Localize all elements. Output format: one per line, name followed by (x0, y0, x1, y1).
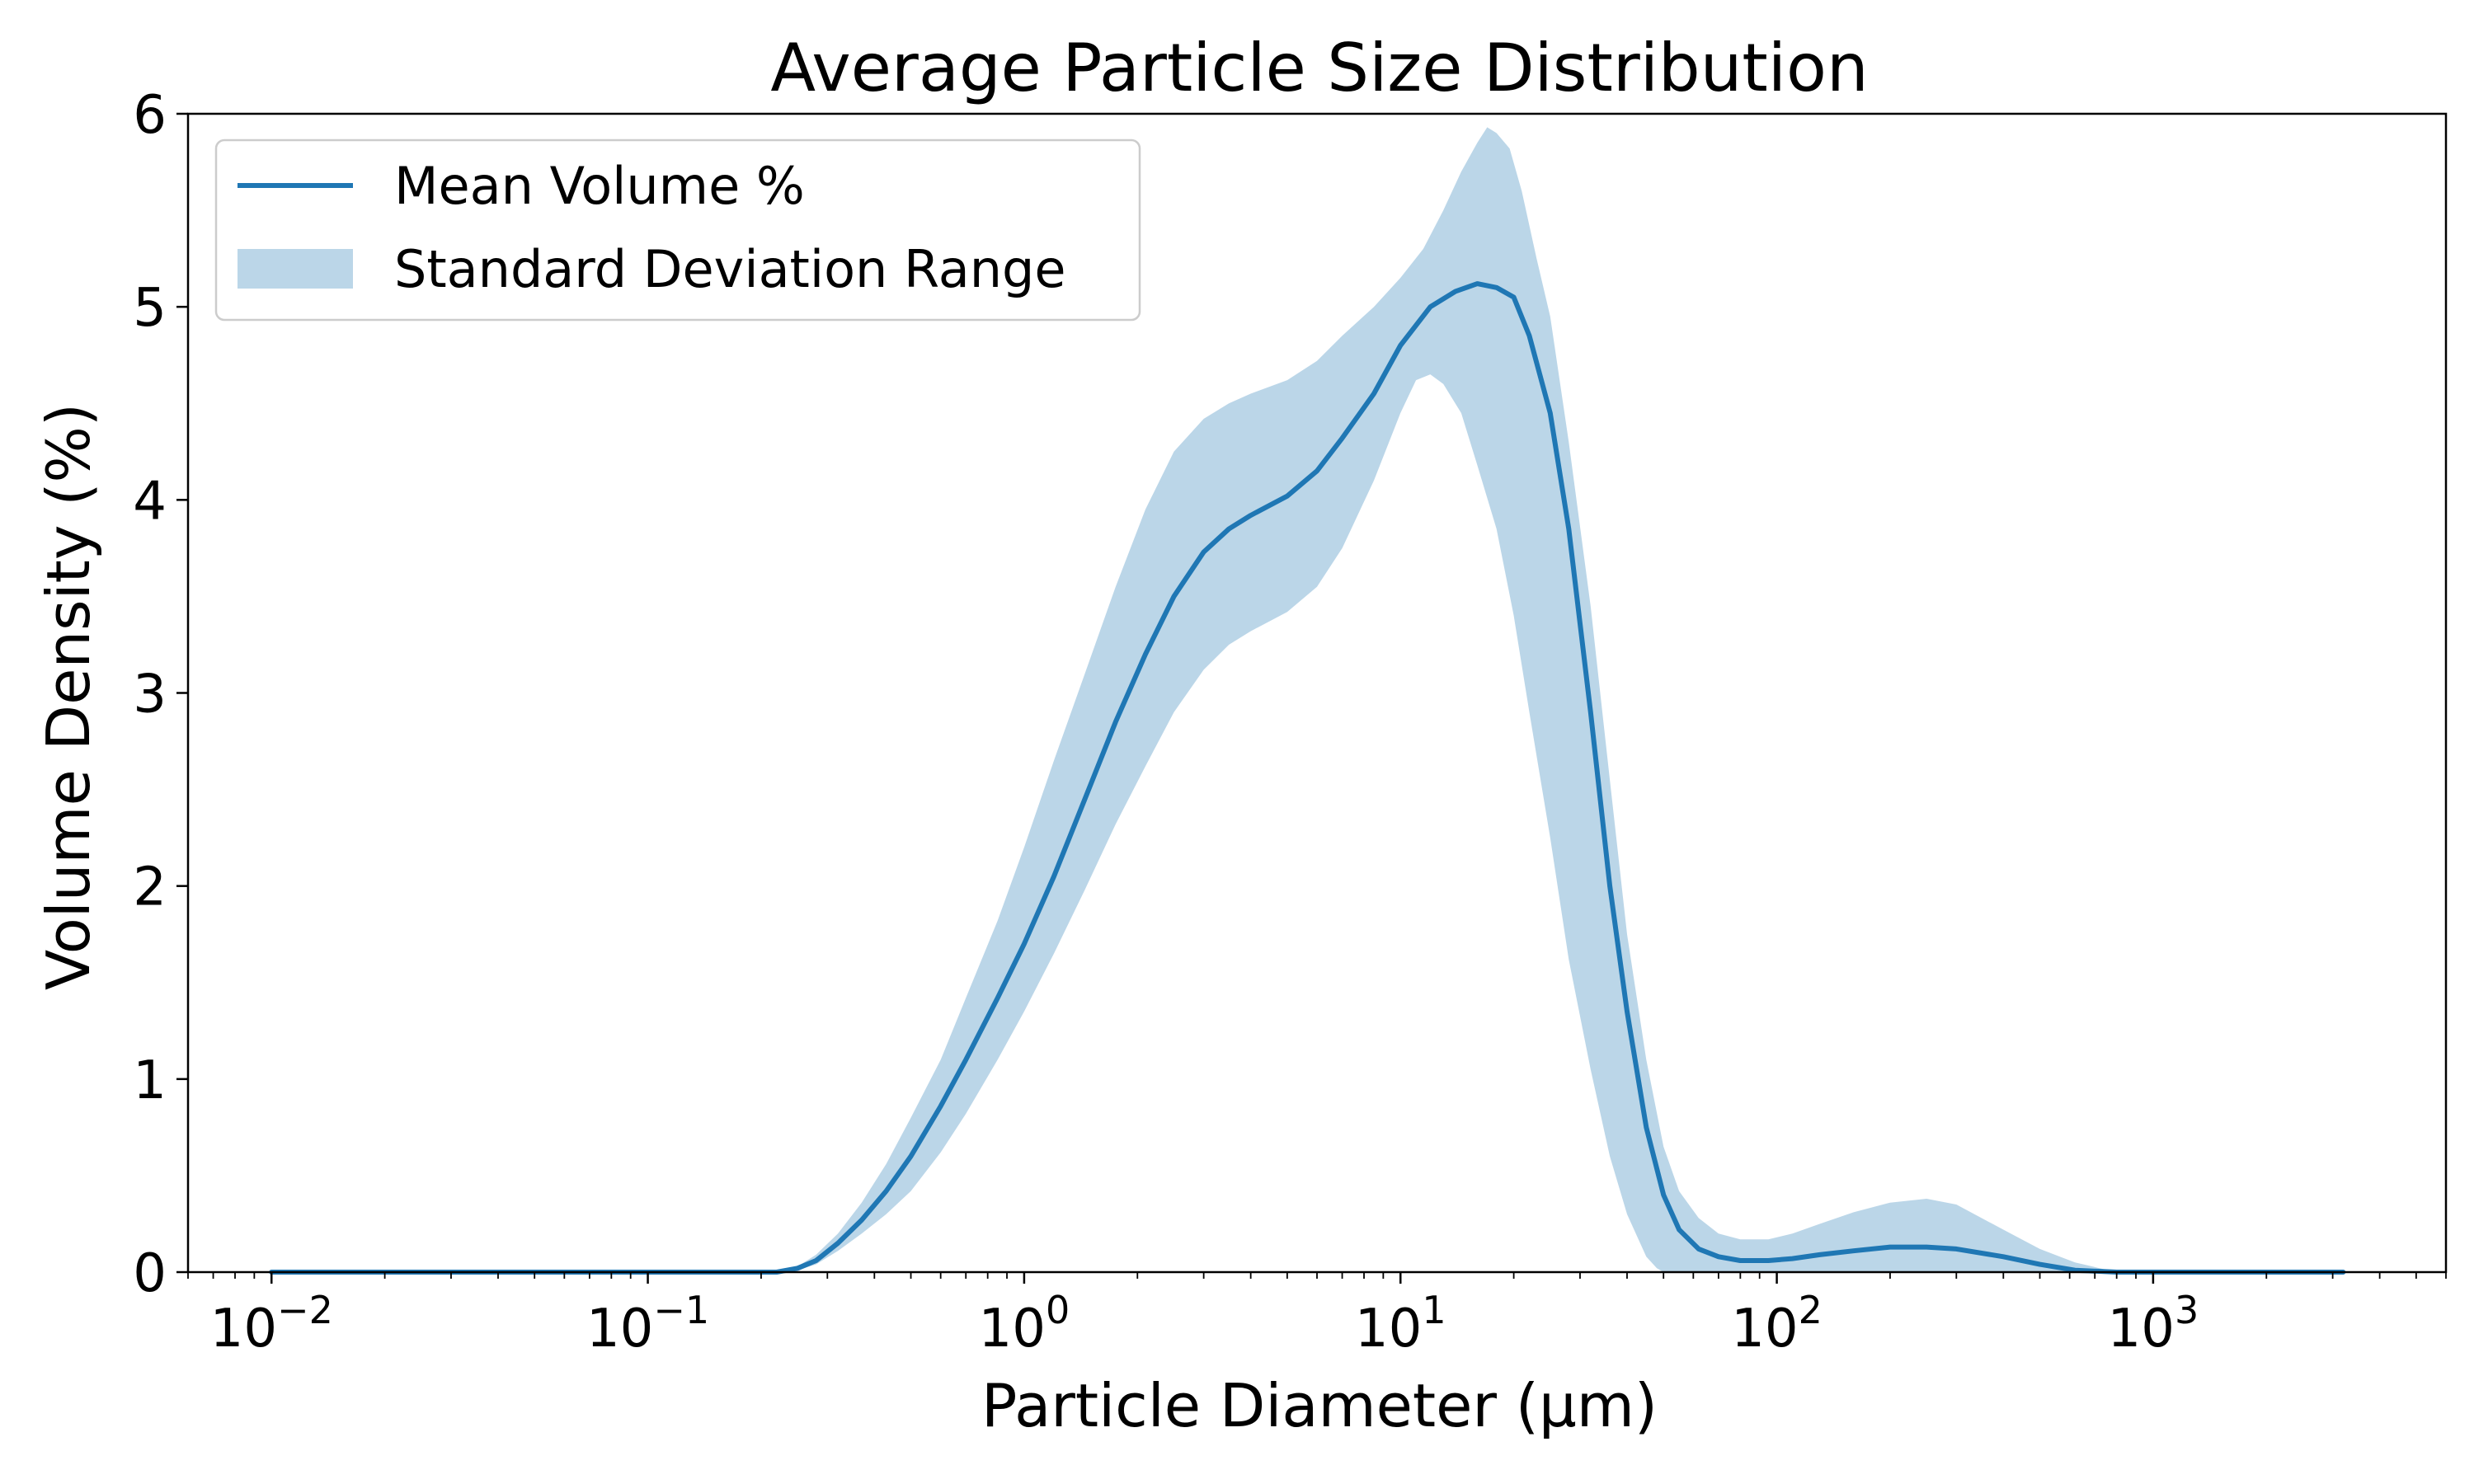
legend-box (214, 139, 1141, 322)
x-tick-label-base: 10 (586, 1298, 653, 1360)
plot-area (269, 127, 2346, 1275)
x-tick-label: 101 (1355, 1288, 1446, 1360)
x-axis-label: Particle Diameter (µm) (981, 1371, 1658, 1440)
legend: Mean Volume % Standard Deviation Range (214, 139, 1141, 322)
x-tick-label-base: 10 (210, 1298, 277, 1360)
y-tick-label: 0 (133, 1243, 167, 1304)
x-tick-label-exponent: 1 (1422, 1288, 1446, 1332)
legend-label-sd: Standard Deviation Range (394, 239, 1066, 299)
y-tick-label: 4 (133, 471, 167, 532)
x-tick-label-exponent: 3 (2175, 1288, 2199, 1332)
x-tick-label: 102 (1731, 1288, 1823, 1360)
x-tick-label: 100 (979, 1288, 1070, 1360)
x-tick-label-exponent: −1 (653, 1288, 709, 1332)
y-tick-label: 5 (133, 278, 167, 339)
y-axis-label: Volume Density (%) (34, 403, 103, 990)
chart-title: Average Particle Size Distribution (770, 30, 1868, 106)
x-tick-label-exponent: −2 (277, 1288, 333, 1332)
x-tick-label-base: 10 (979, 1298, 1046, 1360)
x-tick-label-exponent: 2 (1799, 1288, 1823, 1332)
x-tick-label: 10−2 (210, 1288, 333, 1360)
x-tick-label-exponent: 0 (1046, 1288, 1070, 1332)
x-tick-label: 103 (2108, 1288, 2199, 1360)
x-tick-label-base: 10 (2108, 1298, 2175, 1360)
x-tick-label-base: 10 (1731, 1298, 1798, 1360)
y-tick-label: 1 (133, 1050, 167, 1111)
y-tick-label: 2 (133, 857, 167, 918)
y-tick-label: 6 (133, 85, 167, 146)
x-axis-minor-ticks (187, 1272, 2447, 1279)
x-tick-label-base: 10 (1355, 1298, 1422, 1360)
mean-volume-line (269, 281, 2346, 1275)
legend-label-mean: Mean Volume % (394, 156, 805, 216)
y-tick-label: 3 (133, 665, 167, 726)
legend-band-swatch (238, 249, 353, 289)
x-axis-ticks: 10−2 10−1 100 101 102 103 (210, 1272, 2199, 1360)
x-tick-label: 10−1 (586, 1288, 709, 1360)
y-axis-ticks: 0 1 2 3 4 5 6 (133, 85, 188, 1304)
